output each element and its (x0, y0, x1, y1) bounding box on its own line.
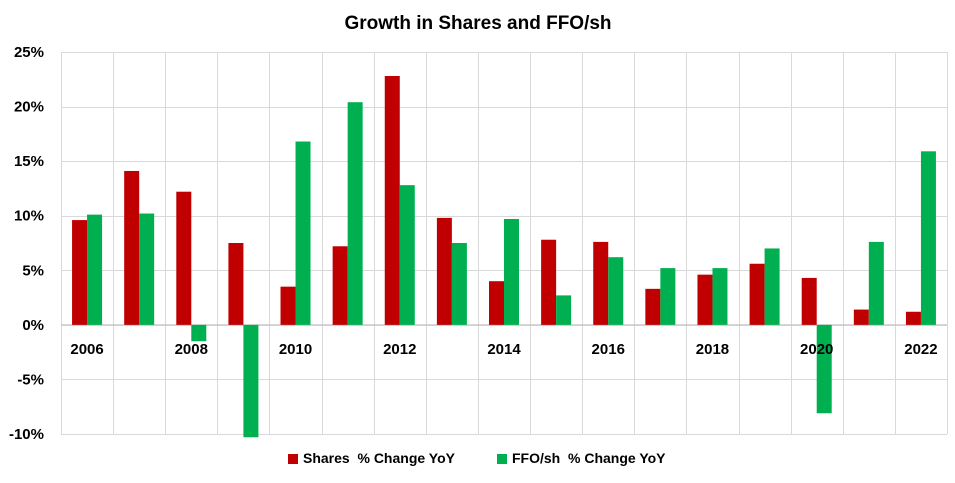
y-tick-label: 15% (14, 153, 44, 170)
bar-ffo-2019 (764, 248, 780, 325)
bar-shares-2007 (124, 170, 140, 325)
bar-ffo-2012 (399, 185, 415, 325)
bar-shares-2010 (280, 286, 296, 325)
bar-shares-2019 (749, 263, 765, 325)
x-axis-ticks: 2006 2008 2010 2012 2014 2016 2018 2020 2022 (70, 341, 937, 358)
legend-label-ffo: FFO/sh % Change YoY (512, 450, 666, 466)
bar-shares-2009 (228, 243, 244, 325)
bar-ffo-2017 (660, 268, 676, 325)
legend: Shares % Change YoY FFO/sh % Change YoY (288, 450, 666, 466)
bar-ffo-2022 (920, 151, 936, 325)
x-tick-label: 2014 (487, 341, 521, 358)
bar-ffo-2016 (608, 257, 624, 325)
bar-ffo-2008 (191, 324, 207, 342)
bar-shares-2017 (645, 288, 661, 325)
bar-shares-2021 (853, 309, 869, 325)
y-tick-label: 20% (14, 99, 44, 116)
bar-ffo-2018 (712, 268, 728, 325)
legend-label-shares: Shares % Change YoY (303, 450, 456, 466)
y-axis-ticks: -10% -5% 0% 5% 10% 15% 20% 25% (9, 44, 44, 443)
bar-ffo-2014 (504, 218, 519, 325)
x-tick-label: 2016 (592, 341, 625, 358)
y-tick-label: 25% (14, 44, 44, 61)
bar-shares-2015 (541, 239, 557, 325)
bar-shares-2020 (801, 277, 817, 325)
bar-shares-2014 (489, 281, 504, 325)
bar-ffo-2009 (243, 324, 259, 438)
chart-title: Growth in Shares and FFO/sh (344, 13, 611, 34)
y-tick-label: 0% (22, 317, 44, 334)
x-tick-label: 2018 (696, 341, 729, 358)
bar-shares-2006 (72, 220, 88, 325)
bar-shares-2022 (905, 311, 921, 325)
bar-ffo-2021 (868, 241, 884, 325)
bar-shares-2012 (384, 76, 400, 325)
bar-shares-2008 (176, 191, 192, 325)
legend-swatch-ffo (497, 454, 507, 464)
bar-shares-2013 (436, 217, 452, 325)
bar-shares-2016 (593, 241, 609, 325)
bar-shares-2018 (697, 274, 713, 325)
bar-ffo-2013 (451, 243, 467, 325)
x-tick-label: 2012 (383, 341, 416, 358)
bar-ffo-2010 (295, 141, 311, 325)
x-tick-label: 2008 (175, 341, 208, 358)
bar-ffo-2015 (556, 295, 572, 325)
y-tick-label: 5% (22, 262, 44, 279)
legend-swatch-shares (288, 454, 298, 464)
bar-shares-2011 (332, 246, 348, 325)
y-tick-label: -5% (17, 371, 44, 388)
x-tick-label: 2022 (904, 341, 937, 358)
gridlines (61, 52, 948, 435)
bar-ffo-2006 (87, 214, 103, 325)
bar-ffo-2007 (139, 213, 155, 325)
y-tick-label: 10% (14, 208, 44, 225)
bars (72, 76, 936, 438)
x-tick-label: 2010 (279, 341, 312, 358)
bar-ffo-2011 (347, 102, 363, 325)
x-tick-label: 2006 (70, 341, 103, 358)
x-tick-label: 2020 (800, 341, 833, 358)
bar-ffo-2020 (816, 324, 832, 414)
y-tick-label: -10% (9, 426, 44, 443)
